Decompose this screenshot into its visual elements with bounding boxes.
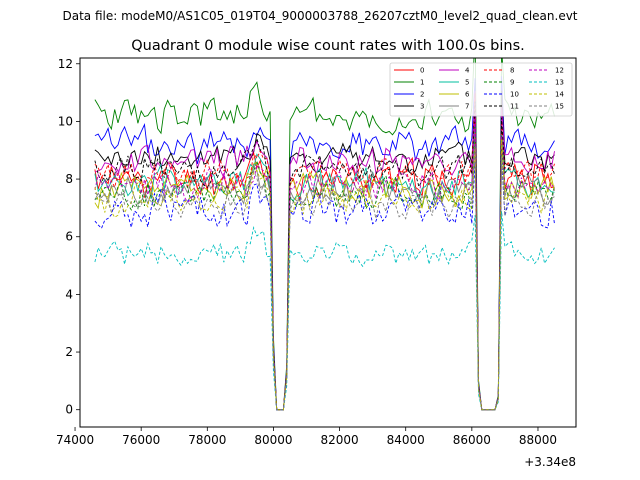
x-tick-label: 74000 xyxy=(56,433,94,447)
suptitle: Data file: modeM0/AS1C05_019T04_90000037… xyxy=(62,9,577,23)
legend-label-9: 9 xyxy=(510,79,514,87)
x-tick-label: 80000 xyxy=(254,433,292,447)
legend-label-4: 4 xyxy=(465,67,470,75)
legend-label-1: 1 xyxy=(420,79,424,87)
x-tick-label: 88000 xyxy=(519,433,557,447)
series-line-14 xyxy=(94,139,555,411)
x-tick-label: 76000 xyxy=(122,433,160,447)
y-tick-label: 0 xyxy=(65,403,73,417)
legend-label-7: 7 xyxy=(465,103,469,111)
legend-label-8: 8 xyxy=(510,67,514,75)
y-tick-label: 6 xyxy=(65,230,73,244)
x-tick-label: 86000 xyxy=(453,433,491,447)
y-axis: 0 2 4 6 8 10 12 xyxy=(58,57,80,417)
x-axis: 74000 76000 78000 80000 82000 84000 86000 88000 xyxy=(56,427,557,447)
legend-label-11: 11 xyxy=(510,103,519,111)
x-tick-label: 84000 xyxy=(387,433,425,447)
y-tick-label: 12 xyxy=(58,57,73,71)
y-tick-label: 8 xyxy=(65,172,73,186)
legend-box xyxy=(389,62,573,117)
legend-label-0: 0 xyxy=(420,67,424,75)
legend-label-12: 12 xyxy=(555,67,564,75)
series-layer xyxy=(94,58,555,411)
x-tick-label: 78000 xyxy=(188,433,226,447)
legend-label-5: 5 xyxy=(465,79,469,87)
x-tick-label: 82000 xyxy=(320,433,358,447)
series-line-8 xyxy=(94,93,555,411)
legend-label-6: 6 xyxy=(465,91,470,99)
y-tick-label: 2 xyxy=(65,345,73,359)
y-tick-label: 10 xyxy=(58,114,73,128)
legend-label-15: 15 xyxy=(555,103,564,111)
legend-label-10: 10 xyxy=(510,91,519,99)
legend-label-13: 13 xyxy=(555,79,564,87)
chart-title: Quadrant 0 module wise count rates with … xyxy=(131,38,525,54)
series-line-11 xyxy=(94,101,555,411)
x-offset-label: +3.34e8 xyxy=(524,455,576,469)
series-line-13 xyxy=(94,211,555,411)
legend-label-3: 3 xyxy=(420,103,424,111)
legend-label-14: 14 xyxy=(555,91,564,99)
series-line-15 xyxy=(94,146,555,411)
plot-frame xyxy=(79,57,577,428)
y-tick-label: 4 xyxy=(65,287,73,301)
legend-label-2: 2 xyxy=(420,91,424,99)
